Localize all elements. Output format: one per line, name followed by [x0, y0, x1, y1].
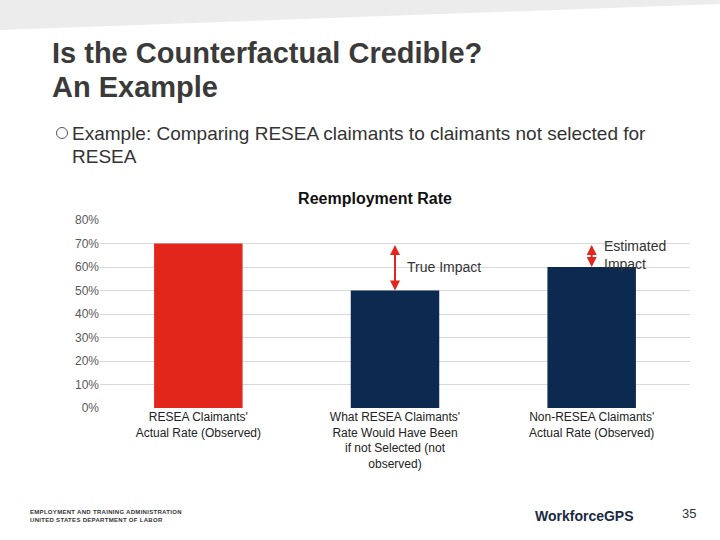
- html-text:EMPLOYMENT AND TRAINING ADMINI: EMPLOYMENT AND TRAINING ADMINISTRATION: [30, 509, 182, 515]
- svg-text:0%: 0%: [82, 401, 100, 415]
- svg-text:70%: 70%: [75, 237, 99, 251]
- html-text:Is the Counterfactual Credible: Is the Counterfactual Credible?: [52, 37, 483, 69]
- html-text:An Example: An Example: [52, 71, 218, 103]
- svg-text:10%: 10%: [75, 378, 99, 392]
- svg-text:30%: 30%: [75, 331, 99, 345]
- svg-text:60%: 60%: [75, 260, 99, 274]
- svg-text:50%: 50%: [75, 284, 99, 298]
- svg-text:40%: 40%: [75, 307, 99, 321]
- svg-text:Non-RESEA Claimants'Actual Rat: Non-RESEA Claimants'Actual Rate (Observe…: [529, 410, 654, 440]
- svg-text:80%: 80%: [75, 213, 99, 227]
- svg-text:True Impact: True Impact: [407, 259, 481, 275]
- html-text:UNITED STATES DEPARTMENT OF LA: UNITED STATES DEPARTMENT OF LABOR: [30, 517, 163, 523]
- svg-text:EstimatedImpact: EstimatedImpact: [604, 238, 666, 272]
- html-text:35: 35: [682, 506, 697, 521]
- html-text:WorkforceGPS: WorkforceGPS: [535, 508, 634, 524]
- svg-text:Reemployment Rate: Reemployment Rate: [298, 190, 452, 207]
- svg-text:RESEA Claimants'Actual Rate (O: RESEA Claimants'Actual Rate (Observed): [136, 410, 261, 440]
- svg-text:20%: 20%: [75, 354, 99, 368]
- svg-text:What RESEA Claimants'Rate Woul: What RESEA Claimants'Rate Would Have Bee…: [330, 410, 460, 471]
- html-text:Example: Comparing RESEA claim: Example: Comparing RESEA claimants to cl…: [72, 123, 646, 167]
